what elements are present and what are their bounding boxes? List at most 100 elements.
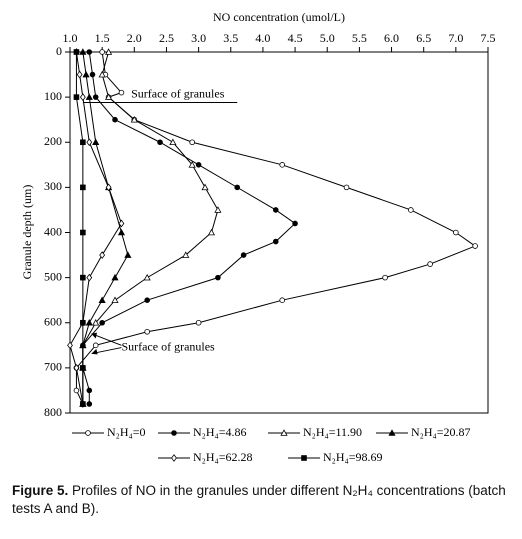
x-tick-label: 3.5 [223, 31, 238, 45]
y-tick-label: 400 [44, 224, 62, 238]
legend-marker [301, 455, 307, 461]
data-point [86, 401, 93, 407]
legend-label: N₂H₄=98.69 [323, 450, 382, 464]
legend-marker [85, 430, 91, 436]
data-point [124, 251, 132, 258]
y-tick-label: 700 [44, 360, 62, 374]
data-point [195, 319, 202, 326]
x-tick-label: 4.5 [288, 31, 303, 45]
data-point [92, 138, 100, 146]
data-point [408, 207, 414, 213]
data-point [73, 364, 80, 372]
data-point [292, 220, 298, 227]
legend-label: N₂H₄=11.90 [303, 425, 362, 439]
data-point [111, 296, 119, 303]
data-point [279, 297, 286, 303]
data-point [201, 183, 209, 191]
caption-label: Figure 5. [12, 483, 69, 498]
y-tick-label: 100 [44, 89, 62, 103]
series-line [82, 51, 219, 404]
y-axis-label: Granule depth (um) [20, 185, 34, 280]
data-point [207, 228, 216, 236]
legend-marker [171, 454, 177, 462]
data-point [86, 49, 93, 55]
data-point [85, 319, 93, 326]
data-point [85, 93, 93, 100]
plot-frame [69, 51, 489, 414]
data-point [188, 161, 196, 168]
data-point [144, 297, 150, 303]
x-tick-label: 1.0 [63, 31, 78, 45]
data-point [111, 273, 119, 281]
x-axis-label: NO concentration (umol/L) [213, 10, 345, 24]
data-point [80, 184, 86, 191]
x-tick-label: 3.0 [191, 31, 206, 45]
series-line [75, 52, 84, 404]
x-tick-label: 7.0 [448, 31, 463, 45]
caption: Figure 5. Profiles of NO in the granules… [12, 482, 512, 518]
data-point [76, 70, 83, 79]
data-point [99, 49, 105, 55]
y-tick-label: 0 [56, 44, 62, 58]
caption-text: Profiles of NO in the granules under dif… [12, 483, 506, 516]
x-tick-label: 7.5 [481, 31, 496, 45]
data-point [86, 273, 93, 282]
data-point [80, 139, 86, 146]
data-point [118, 89, 125, 96]
data-point [214, 206, 222, 213]
data-point [117, 228, 126, 236]
x-tick-label: 5.0 [320, 31, 335, 45]
annotation-arrow [92, 347, 122, 354]
annotation-arrow [92, 333, 122, 346]
legend-label: N₂H₄=0 [107, 425, 145, 439]
data-point [86, 387, 93, 394]
data-point [80, 229, 86, 236]
data-point [92, 319, 100, 326]
annotation: Surface of granules [121, 339, 215, 353]
y-tick-label: 800 [44, 405, 62, 419]
legend-marker [388, 429, 396, 436]
legend-marker [171, 430, 177, 436]
data-point [143, 273, 151, 281]
data-point [73, 94, 80, 100]
data-point [130, 115, 138, 123]
data-point [112, 116, 118, 123]
data-point [82, 70, 90, 78]
y-tick-label: 500 [44, 269, 62, 283]
data-point [105, 183, 112, 192]
data-point [73, 49, 80, 55]
x-tick-label: 1.5 [95, 31, 110, 45]
arrow-head [91, 348, 98, 355]
x-tick-label: 2.0 [127, 31, 142, 45]
data-point [182, 251, 190, 258]
legend-label: N₂H₄=20.87 [411, 425, 470, 439]
legend-label: N₂H₄=62.28 [193, 450, 252, 464]
data-point [189, 139, 195, 146]
data-point [98, 296, 106, 303]
legend-marker [280, 429, 288, 436]
data-point [272, 207, 279, 213]
x-tick-label: 6.0 [384, 31, 399, 45]
data-point [99, 319, 105, 326]
data-point [169, 138, 177, 146]
data-point [98, 70, 106, 78]
y-tick-label: 200 [44, 134, 62, 148]
data-point [105, 48, 113, 55]
data-point [105, 93, 113, 100]
data-point [80, 274, 86, 281]
data-point [240, 252, 247, 258]
data-point [195, 162, 202, 168]
data-point [343, 184, 350, 191]
x-tick-label: 4.0 [255, 31, 270, 45]
data-point [79, 48, 87, 55]
data-point [272, 238, 279, 245]
data-point [382, 274, 388, 281]
data-point [89, 71, 96, 78]
data-point [80, 401, 86, 407]
data-point [118, 219, 125, 228]
data-point [67, 341, 73, 350]
data-point [99, 251, 106, 259]
chart: NO concentration (umol/L) Granule depth … [20, 10, 496, 464]
data-point [215, 274, 221, 281]
